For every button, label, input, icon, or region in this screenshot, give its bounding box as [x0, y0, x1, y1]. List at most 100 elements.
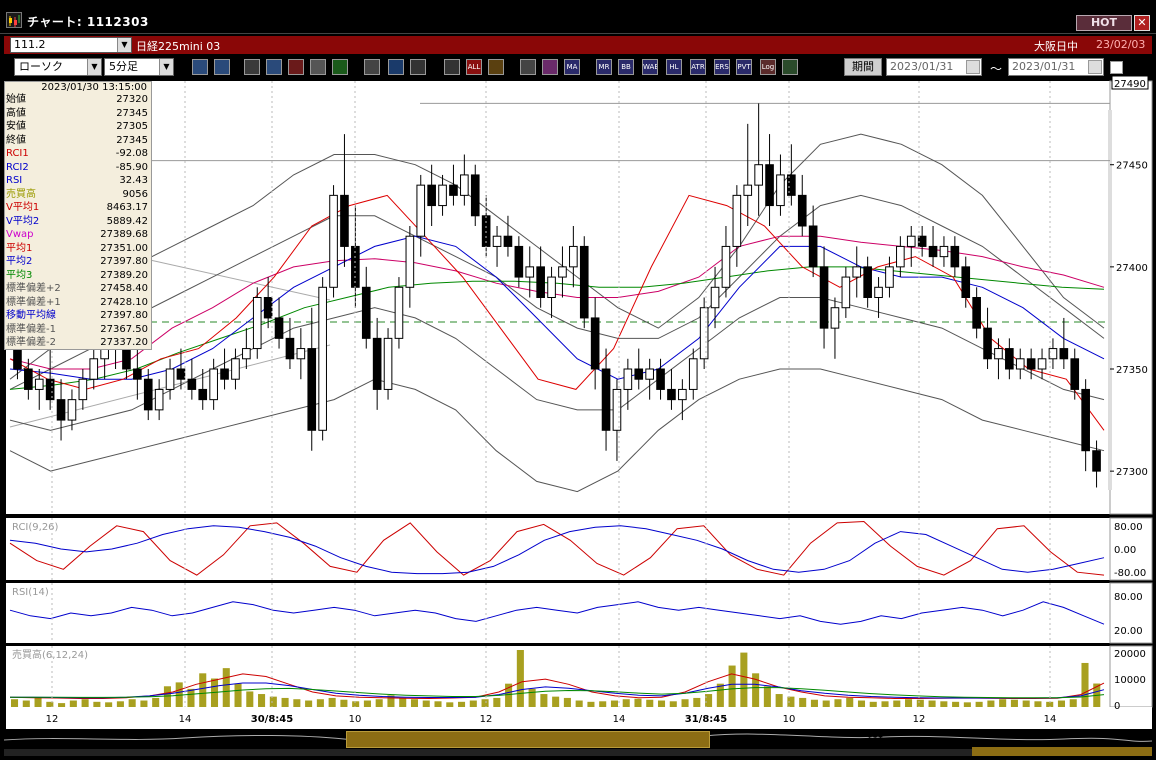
memo-icon[interactable] [310, 59, 326, 75]
volume-bar [799, 697, 807, 707]
volume-bar [940, 701, 948, 707]
chart-type-select[interactable]: ローソク ▼ [14, 58, 102, 76]
tool-mr-button[interactable]: MR [596, 59, 612, 75]
last-price-box [1111, 75, 1149, 90]
navigator-grip[interactable]: III [867, 736, 884, 746]
candle [263, 297, 273, 319]
candle-ind-icon[interactable] [410, 59, 426, 75]
candle-icon[interactable] [266, 59, 282, 75]
date-range-checkbox[interactable] [1110, 61, 1123, 74]
date-range-separator: 〜 [990, 62, 1003, 76]
chevron-down-icon[interactable]: ▼ [159, 59, 173, 75]
info-row-label: 安値 [6, 121, 26, 132]
export-icon[interactable] [782, 59, 798, 75]
info-row: 始値 27320 [5, 94, 151, 106]
chevron-down-icon[interactable]: ▼ [87, 59, 101, 75]
info-row-value: 27389.20 [100, 269, 148, 281]
volume-bar [763, 686, 771, 707]
chevron-down-icon[interactable]: ▼ [117, 38, 131, 52]
candle [78, 378, 88, 401]
volume-bar [610, 700, 618, 707]
candle [776, 174, 785, 207]
volume-bar [952, 701, 960, 707]
interval-select[interactable]: 5分足 ▼ [104, 58, 174, 76]
market-name: 大阪日中 [1034, 40, 1078, 53]
pointer-icon[interactable] [364, 59, 380, 75]
navigator-scroll-track[interactable] [972, 747, 1152, 756]
info-row: 安値 27305 [5, 121, 151, 133]
draw-line-icon[interactable] [332, 59, 348, 75]
calendar-icon[interactable] [1088, 60, 1102, 74]
volume-bar [999, 699, 1007, 707]
candle [939, 245, 949, 258]
tool-ma-button[interactable]: MA [564, 59, 580, 75]
line-down-icon[interactable] [244, 59, 260, 75]
navigator-range-handle[interactable]: III [346, 731, 883, 748]
chart-pane-2 [6, 583, 1110, 643]
volume-bar [1034, 701, 1042, 707]
volume-bar [422, 700, 430, 707]
wrench-icon[interactable] [520, 59, 536, 75]
symbol-code-select[interactable]: 111.2 ▼ [10, 37, 132, 53]
crosshair-icon[interactable] [214, 59, 230, 75]
bollinger-band-plus2 [9, 133, 1105, 380]
tool-bb-button[interactable]: BB [618, 59, 634, 75]
color-icon[interactable] [542, 59, 558, 75]
candle [699, 307, 709, 360]
volume-bar [81, 699, 89, 707]
undo-icon[interactable] [388, 59, 404, 75]
info-row-value: 27345 [116, 107, 148, 119]
period-button[interactable]: 期間 [844, 58, 882, 76]
info-row-value: -85.90 [115, 161, 148, 173]
candle [983, 327, 992, 360]
rsi-title: RSI(14) [12, 587, 49, 598]
date-to-field[interactable]: 2023/01/31 [1008, 58, 1104, 76]
ohlc-icon[interactable] [444, 59, 460, 75]
candle [623, 368, 633, 390]
close-button[interactable]: ✕ [1134, 15, 1150, 31]
date-from-value: 2023/01/31 [890, 60, 954, 73]
candle [852, 266, 862, 278]
tool-wae-button[interactable]: WAE [642, 59, 658, 75]
tool-log-button[interactable]: Log [760, 59, 776, 75]
tool-atr-button[interactable]: ATR [690, 59, 706, 75]
tool-pvt-button[interactable]: PVT [736, 59, 752, 75]
tool-all-button[interactable]: ALL [466, 59, 482, 75]
volume-bar [987, 700, 995, 707]
bar-icon[interactable] [288, 59, 304, 75]
volume-bar [105, 702, 113, 707]
volume-bar [1069, 699, 1077, 707]
volume-bar [881, 701, 889, 707]
zoom-icon[interactable] [192, 59, 208, 75]
volume-bar [822, 700, 830, 707]
info-row-label: 標準偏差+1 [6, 296, 61, 308]
info-row-value: 27351.00 [100, 242, 148, 254]
volume-tick-label: 10000 [1114, 675, 1146, 686]
candle [961, 266, 971, 299]
time-tick-label: 14 [613, 714, 626, 725]
candle [972, 297, 981, 329]
candle [656, 368, 665, 390]
tool-hl-button[interactable]: HL [666, 59, 682, 75]
volume-bar [563, 697, 571, 707]
hot-button[interactable]: HOT [1076, 15, 1132, 31]
volume-bar [410, 699, 419, 707]
date-from-field[interactable]: 2023/01/31 [886, 58, 982, 76]
tool-ers-button[interactable]: ERS [714, 59, 730, 75]
candle [1037, 358, 1047, 370]
candle [906, 235, 916, 247]
gear-icon[interactable] [488, 59, 504, 75]
chart-pane-1 [6, 518, 1110, 580]
volume-bar [540, 694, 548, 707]
calendar-icon[interactable] [966, 60, 980, 74]
volume-bar [505, 683, 513, 707]
candle [274, 317, 284, 339]
ma3-line [9, 266, 1105, 390]
bollinger-band-minus2 [9, 368, 1105, 493]
symbol-code-value: 111.2 [14, 38, 46, 51]
candle [743, 184, 753, 196]
candle [917, 235, 927, 247]
candle [438, 184, 447, 207]
info-row: V平均2 5889.42 [5, 216, 151, 228]
